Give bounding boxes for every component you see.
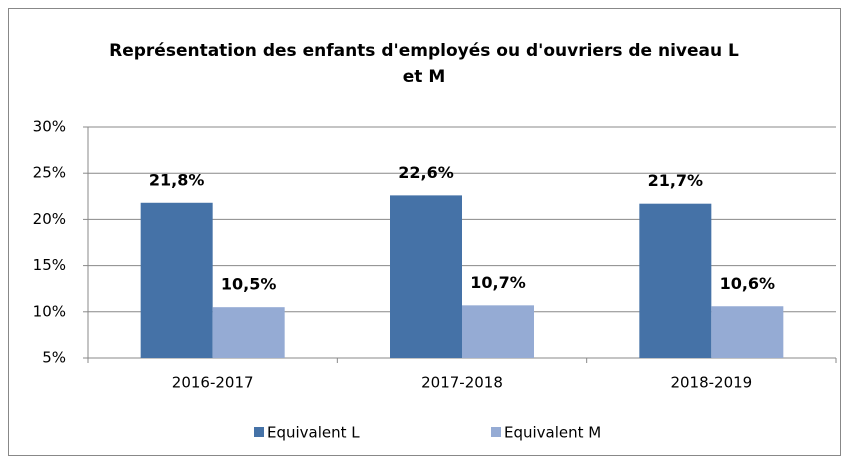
x-tick-label: 2018-2019 [670, 374, 752, 392]
x-tick-label: 2016-2017 [172, 374, 254, 392]
legend-swatch [491, 427, 501, 437]
bar [639, 203, 712, 358]
legend-label: Equivalent L [267, 424, 360, 442]
data-label: 21,8% [149, 170, 205, 189]
x-tick-label: 2017-2018 [421, 374, 503, 392]
data-label: 10,5% [221, 275, 277, 294]
bar [462, 305, 534, 358]
y-tick-label: 15% [33, 256, 66, 274]
bar [140, 202, 213, 358]
data-label: 22,6% [398, 163, 454, 182]
legend-label: Equivalent M [504, 424, 601, 442]
data-label: 10,7% [470, 273, 526, 292]
y-tick-label: 5% [42, 349, 66, 367]
data-label: 10,6% [720, 274, 776, 293]
y-tick-label: 30% [33, 118, 66, 136]
bar [390, 195, 462, 358]
data-label: 21,7% [648, 171, 704, 190]
y-tick-label: 20% [33, 210, 66, 228]
bar [711, 306, 784, 358]
bar [212, 307, 285, 358]
y-tick-label: 10% [33, 302, 66, 320]
legend-swatch [254, 427, 264, 437]
chart-title: Représentation des enfants d'employés ou… [109, 41, 739, 87]
y-tick-label: 25% [33, 164, 66, 182]
